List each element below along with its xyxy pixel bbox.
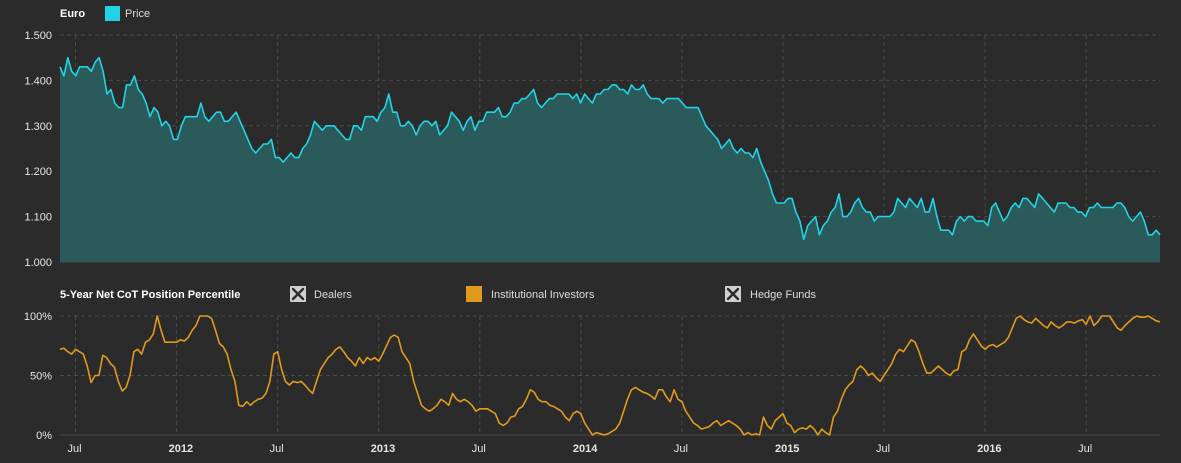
x-tick-label: 2014 <box>573 443 598 455</box>
price-y-tick-label: 1.200 <box>24 166 52 178</box>
price-y-tick-label: 1.500 <box>24 30 52 42</box>
x-box-icon-cross <box>291 287 305 301</box>
x-tick-label: Jul <box>674 443 688 455</box>
price-line <box>59 56 1161 241</box>
price-chart-title: Euro <box>60 8 85 20</box>
price-y-tick-label: 1.300 <box>24 121 52 133</box>
x-tick-label: 2015 <box>775 443 799 455</box>
legend-layer: Euro Price 5-Year Net CoT Position Percent… <box>60 6 817 302</box>
cot-y-tick-label: 100% <box>24 311 52 323</box>
x-tick-label: 2016 <box>977 443 1001 455</box>
dealers-legend-label: Dealers <box>314 289 352 301</box>
x-tick-label: Jul <box>876 443 890 455</box>
cot-chart-title: 5-Year Net CoT Position Percentile <box>60 289 240 301</box>
axis-layer: 1.000 1.100 1.200 1.300 1.400 1.500 0% 50% 100% J… <box>24 30 1092 455</box>
x-tick-label: 2012 <box>169 443 193 455</box>
institutional-investors-line <box>59 315 1161 436</box>
hedge-funds-legend-label: Hedge Funds <box>750 289 817 301</box>
price-y-tick-label: 1.400 <box>24 75 52 87</box>
x-tick-label: Jul <box>472 443 486 455</box>
x-box-icon-cross <box>726 287 740 301</box>
institutional-investors-legend-swatch[interactable] <box>466 286 482 302</box>
institutional-investors-legend-label: Institutional Investors <box>491 289 595 301</box>
x-tick-label: 2013 <box>371 443 395 455</box>
series-layer <box>59 56 1161 436</box>
price-legend-swatch <box>105 6 120 21</box>
price-area <box>60 57 1160 263</box>
cot-y-tick-label: 50% <box>30 371 52 383</box>
x-tick-label: Jul <box>68 443 82 455</box>
x-tick-label: Jul <box>1078 443 1092 455</box>
price-y-tick-label: 1.000 <box>24 257 52 269</box>
dealers-legend-toggle-icon[interactable] <box>290 286 306 302</box>
cot-y-tick-label: 0% <box>36 430 52 442</box>
hedge-funds-legend-toggle-icon[interactable] <box>725 286 741 302</box>
price-y-tick-label: 1.100 <box>24 212 52 224</box>
price-legend-label: Price <box>125 8 150 20</box>
x-tick-label: Jul <box>270 443 284 455</box>
